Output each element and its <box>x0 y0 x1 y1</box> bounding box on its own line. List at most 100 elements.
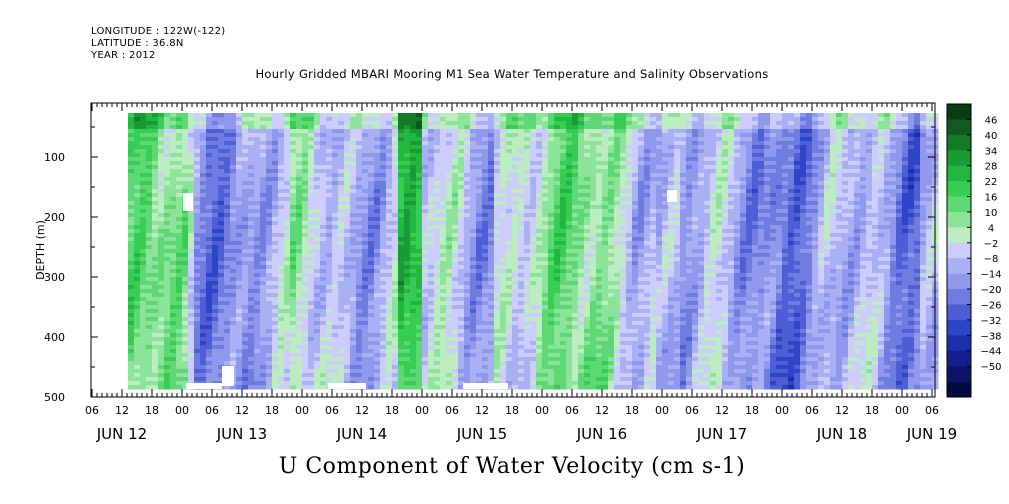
heatmap-cell <box>470 121 477 126</box>
heatmap-cell <box>464 373 471 378</box>
heatmap-cell <box>530 313 537 318</box>
heatmap-cell <box>368 321 375 326</box>
heatmap-cell <box>254 261 261 266</box>
heatmap-cell <box>542 265 549 270</box>
heatmap-cell <box>512 301 519 306</box>
heatmap-cell <box>134 157 141 162</box>
heatmap-cell <box>200 241 207 246</box>
heatmap-cell <box>314 257 321 262</box>
heatmap-cell <box>302 361 309 366</box>
heatmap-cell <box>368 197 375 202</box>
heatmap-cell <box>284 369 291 374</box>
heatmap-cell <box>476 285 483 290</box>
heatmap-cell <box>146 257 153 262</box>
heatmap-cell <box>140 193 147 198</box>
heatmap-cell <box>398 137 405 142</box>
heatmap-cell <box>224 241 231 246</box>
heatmap-cell <box>302 373 309 378</box>
heatmap-cell <box>374 237 381 242</box>
heatmap-cell <box>308 305 315 310</box>
heatmap-cell <box>422 325 429 330</box>
heatmap-cell <box>392 125 399 130</box>
heatmap-cell <box>158 321 165 326</box>
heatmap-cell <box>332 193 339 198</box>
heatmap-cell <box>542 329 549 334</box>
heatmap-cell <box>560 165 567 170</box>
heatmap-cell <box>350 289 357 294</box>
heatmap-cell <box>176 213 183 218</box>
heatmap-cell <box>338 149 345 154</box>
heatmap-cell <box>290 285 297 290</box>
heatmap-cell <box>224 145 231 150</box>
heatmap-cell <box>338 117 345 122</box>
heatmap-cell <box>308 381 315 386</box>
heatmap-cell <box>302 257 309 262</box>
heatmap-cell <box>470 333 477 338</box>
heatmap-cell <box>482 341 489 346</box>
heatmap-cell <box>200 345 207 350</box>
heatmap-cell <box>434 113 441 118</box>
heatmap-cell <box>308 281 315 286</box>
heatmap-cell <box>524 121 531 126</box>
heatmap-cell <box>146 165 153 170</box>
heatmap-cell <box>524 361 531 366</box>
heatmap-cell <box>224 337 231 342</box>
heatmap-cell <box>380 341 387 346</box>
heatmap-cell <box>428 197 435 202</box>
heatmap-cell <box>380 201 387 206</box>
heatmap-cell <box>314 357 321 362</box>
heatmap-cell <box>260 341 267 346</box>
heatmap-cell <box>254 113 261 118</box>
heatmap-cell <box>380 205 387 210</box>
heatmap-cell <box>332 373 339 378</box>
heatmap-cell <box>536 385 543 390</box>
heatmap-cell <box>230 229 237 234</box>
heatmap-cell <box>536 345 543 350</box>
heatmap-cell <box>476 185 483 190</box>
heatmap-cell <box>302 337 309 342</box>
heatmap-cell <box>458 129 465 134</box>
heatmap-cell <box>434 205 441 210</box>
heatmap-cell <box>176 337 183 342</box>
heatmap-cell <box>308 225 315 230</box>
heatmap-cell <box>536 213 543 218</box>
heatmap-cell <box>404 229 411 234</box>
heatmap-cell <box>302 249 309 254</box>
heatmap-cell <box>542 197 549 202</box>
heatmap-cell <box>410 373 417 378</box>
heatmap-cell <box>380 273 387 278</box>
heatmap-cell <box>182 285 189 290</box>
heatmap-cell <box>212 353 219 358</box>
heatmap-cell <box>440 121 447 126</box>
heatmap-cell <box>470 161 477 166</box>
heatmap-cell <box>374 201 381 206</box>
heatmap-cell <box>290 265 297 270</box>
heatmap-cell <box>428 337 435 342</box>
heatmap-cell <box>320 213 327 218</box>
heatmap-cell <box>488 229 495 234</box>
heatmap-cell <box>386 289 393 294</box>
heatmap-cell <box>206 137 213 142</box>
heatmap-cell <box>230 261 237 266</box>
heatmap-cell <box>128 373 135 378</box>
heatmap-cell <box>338 141 345 146</box>
heatmap-cell <box>488 209 495 214</box>
heatmap-cell <box>302 265 309 270</box>
heatmap-cell <box>224 113 231 118</box>
heatmap-cell <box>458 281 465 286</box>
heatmap-cell <box>176 121 183 126</box>
heatmap-cell <box>272 317 279 322</box>
heatmap-cell <box>152 277 159 282</box>
heatmap-cell <box>224 313 231 318</box>
heatmap-cell <box>470 277 477 282</box>
heatmap-cell <box>554 157 561 162</box>
heatmap-cell <box>326 229 333 234</box>
heatmap-cell <box>230 253 237 258</box>
heatmap-cell <box>182 333 189 338</box>
heatmap-cell <box>506 253 513 258</box>
heatmap-cell <box>488 141 495 146</box>
heatmap-cell <box>248 153 255 158</box>
heatmap-cell <box>326 189 333 194</box>
heatmap-cell <box>248 177 255 182</box>
heatmap-cell <box>512 321 519 326</box>
